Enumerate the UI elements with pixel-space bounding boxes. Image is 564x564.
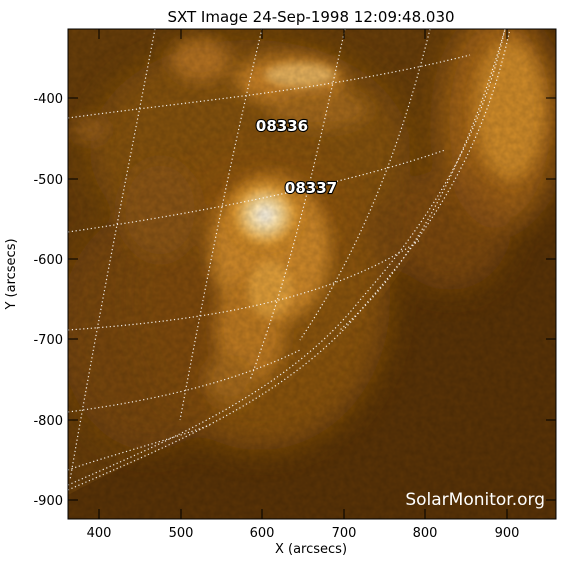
x-tick-label: 400 (87, 526, 112, 541)
x-tick-label: 700 (332, 526, 357, 541)
x-axis-title: X (arcsecs) (275, 542, 347, 557)
y-tick-label: -900 (33, 494, 63, 509)
y-tick-label: -700 (33, 333, 63, 348)
x-tick-label: 900 (495, 526, 520, 541)
region-label-08336: 08336 (256, 117, 308, 135)
y-tick-label: -600 (33, 253, 63, 268)
axis-ticks (68, 29, 556, 519)
y-tick-label: -400 (33, 92, 63, 107)
y-tick-label: -800 (33, 414, 63, 429)
plot-frame (67, 28, 557, 520)
x-tick-label: 500 (169, 526, 194, 541)
figure-title: SXT Image 24-Sep-1998 12:09:48.030 (167, 8, 454, 26)
watermark: SolarMonitor.org (405, 490, 545, 510)
x-tick-labels: 400 500 600 700 800 900 (87, 526, 520, 541)
y-axis-title: Y (arcsecs) (4, 238, 19, 310)
region-label-08337: 08337 (285, 179, 337, 197)
y-tick-label: -500 (33, 173, 63, 188)
x-tick-label: 600 (250, 526, 275, 541)
x-tick-label: 800 (413, 526, 438, 541)
solar-image: 08336 08337 SolarMonitor.org (68, 29, 556, 519)
y-tick-labels: -400 -500 -600 -700 -800 -900 (33, 92, 63, 509)
